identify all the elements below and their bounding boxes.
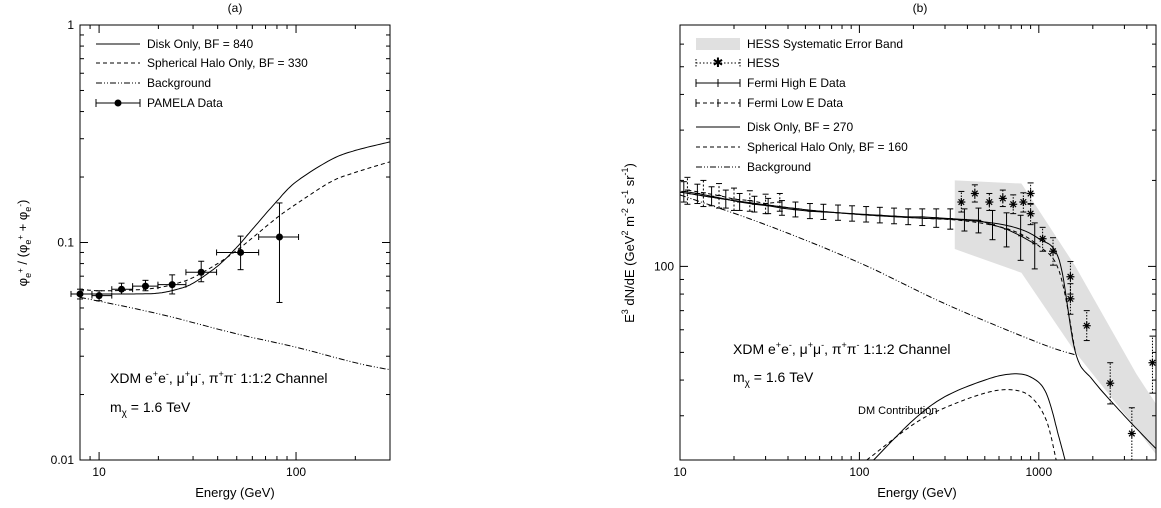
hess-point — [1066, 294, 1075, 303]
panel-b-curve-background — [679, 194, 1076, 356]
hess-point — [1127, 429, 1136, 438]
panel-a-x-tick-label: 10 — [92, 465, 106, 479]
panel-b: (b) 10 100 1000 100 Energy (GeV) E3 dN/dE (… — [620, 1, 1157, 500]
panel-a-annotation-channel: XDM e+e-, μ+μ-, π+π- 1:1:2 Channel — [110, 369, 328, 386]
hess-point — [957, 198, 966, 207]
legend-b-background: Background — [747, 160, 811, 174]
panel-a-title: (a) — [228, 1, 243, 15]
panel-a: (a) 10 100 0.01 0.1 1 Energy (GeV) φe+ / (φe… — [15, 1, 391, 500]
panel-a-y-tick-label: 0.01 — [51, 453, 75, 467]
legend-b-halo: Spherical Halo Only, BF = 160 — [747, 140, 908, 154]
legend-b-disk: Disk Only, BF = 270 — [747, 120, 853, 134]
hess-point — [1106, 379, 1115, 388]
panel-a-frame — [79, 24, 391, 461]
legend-b-fermi-high: Fermi High E Data — [747, 76, 846, 90]
panel-a-legend: Disk Only, BF = 840 Spherical Halo Only,… — [95, 37, 308, 110]
panel-b-annotation-channel: XDM e+e-, μ+μ-, π+π- 1:1:2 Channel — [733, 340, 951, 357]
panel-b-title: (b) — [913, 1, 928, 15]
hess-point — [1038, 234, 1047, 243]
pamela-point — [118, 285, 126, 293]
pamela-point — [197, 268, 205, 276]
hess-point — [1019, 198, 1028, 207]
panel-b-x-title: Energy (GeV) — [877, 485, 956, 500]
panel-b-curve-spherical-halo-only-bf-160 — [679, 191, 1076, 353]
panel-a-x-tick-label: 100 — [286, 465, 306, 479]
panel-a-points — [70, 202, 300, 303]
panel-b-ticks: 10 100 1000 100 — [654, 24, 1156, 479]
panel-a-y-title: φe+ / (φe+ + φe-) — [15, 200, 33, 287]
legend-b-band-swatch — [696, 38, 740, 50]
hess-point — [1026, 209, 1035, 218]
hess-point — [1066, 272, 1075, 281]
panel-b-annotation-mass: mχ = 1.6 TeV — [733, 369, 814, 389]
panel-b-curve-dm-contribution-disk — [873, 373, 1066, 461]
panel-b-frame — [679, 24, 1157, 461]
panel-b-curves — [679, 191, 1157, 461]
legend-a-pamela-marker — [114, 99, 122, 107]
panel-a-ticks: 10 100 0.01 0.1 1 — [51, 18, 391, 479]
panel-a-x-title: Energy (GeV) — [195, 485, 274, 500]
panel-b-curve-dm-contribution-halo — [866, 389, 1057, 461]
panel-a-curve-disk-only-bf-840 — [80, 141, 391, 295]
panel-b-annotation-dm: DM Contribution — [858, 405, 937, 417]
panel-b-x-tick-label: 100 — [849, 465, 869, 479]
legend-b-hess-marker: ✱ — [713, 55, 724, 70]
legend-b-fermi-low: Fermi Low E Data — [747, 96, 843, 110]
pamela-point — [141, 282, 149, 290]
hess-point — [970, 189, 979, 198]
panel-b-y-title: E3 dN/dE (GeV2 m-2 s-1 sr-1) — [620, 163, 637, 323]
legend-b-hess: HESS — [747, 56, 780, 70]
hess-systematic-band — [954, 180, 1156, 455]
legend-a-pamela: PAMELA Data — [147, 96, 223, 110]
hess-point — [1082, 321, 1091, 330]
panel-a-curve-spherical-halo-only-bf-330 — [79, 161, 391, 292]
panel-b-legend: HESS Systematic Error Band ✱ HESS Fermi … — [695, 37, 908, 174]
panel-b-x-tick-label: 1000 — [1025, 465, 1052, 479]
pamela-point — [168, 281, 176, 289]
panel-b-points — [680, 176, 1157, 461]
legend-a-halo: Spherical Halo Only, BF = 330 — [147, 56, 308, 70]
legend-a-background: Background — [147, 76, 211, 90]
panel-a-curves — [79, 141, 391, 371]
hess-point — [998, 194, 1007, 203]
pamela-point — [95, 292, 103, 300]
hess-point — [1148, 358, 1157, 367]
hess-point — [985, 198, 994, 207]
pamela-point — [237, 248, 245, 256]
hess-point — [1026, 189, 1035, 198]
panel-a-y-tick-label: 0.1 — [57, 236, 74, 250]
panel-b-x-tick-label: 10 — [673, 465, 687, 479]
panel-a-annotation-mass: mχ = 1.6 TeV — [110, 399, 191, 419]
pamela-point — [275, 233, 283, 241]
hess-point — [1009, 200, 1018, 209]
panel-b-y-tick-label: 100 — [654, 259, 674, 273]
legend-b-band: HESS Systematic Error Band — [747, 37, 903, 51]
hess-point — [1049, 247, 1058, 256]
panel-b-band — [954, 180, 1156, 455]
panel-a-y-tick-label: 1 — [67, 18, 74, 32]
panel-a-curve-background — [79, 296, 391, 371]
legend-a-disk: Disk Only, BF = 840 — [147, 37, 253, 51]
